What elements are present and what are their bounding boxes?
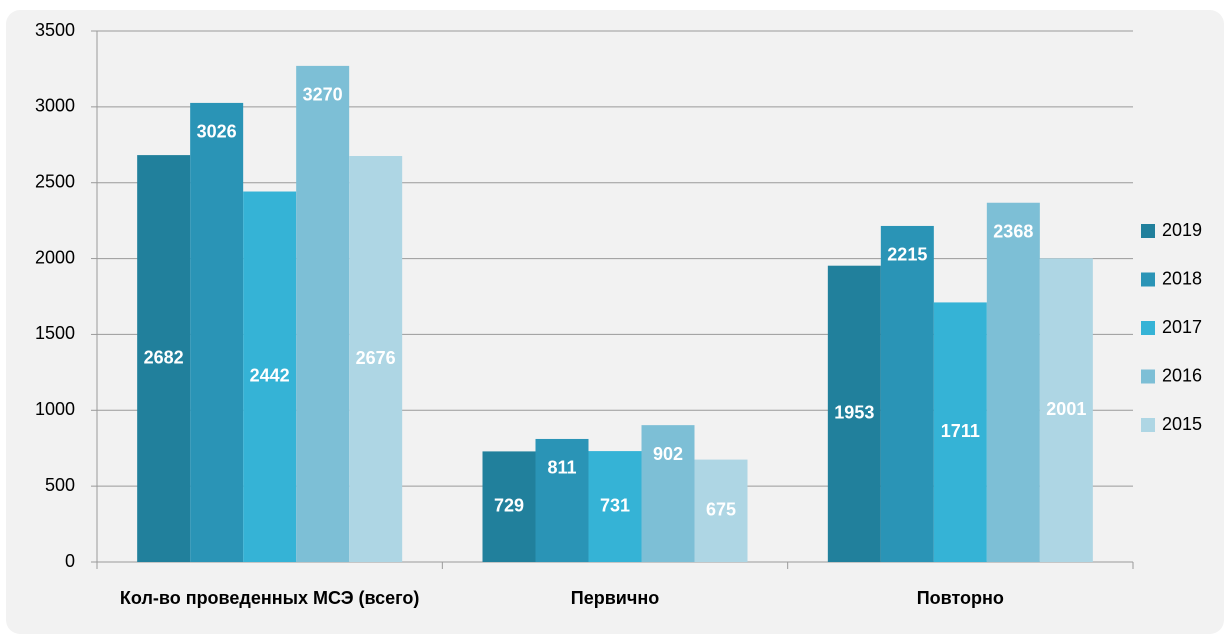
data-label: 902 [653, 444, 683, 464]
bar [986, 202, 1040, 562]
bar [1039, 258, 1093, 562]
x-tick-label: Первично [570, 588, 660, 608]
data-label: 2682 [144, 347, 184, 367]
legend-swatch [1141, 418, 1155, 432]
y-tick-label: 2500 [35, 171, 75, 191]
y-tick-label: 2000 [35, 247, 75, 267]
y-tick-label: 3000 [35, 96, 75, 116]
data-label: 2442 [250, 366, 290, 386]
data-label: 729 [494, 495, 524, 515]
legend-swatch [1141, 321, 1155, 335]
legend-label: 2017 [1162, 317, 1202, 337]
bar [190, 102, 244, 563]
data-label: 811 [547, 458, 576, 478]
bar [535, 438, 589, 562]
y-tick-label: 0 [65, 551, 75, 571]
data-label: 2676 [356, 348, 396, 368]
legend-label: 2019 [1162, 220, 1202, 240]
bar [827, 265, 881, 562]
x-tick-label: Повторно [916, 588, 1004, 608]
data-label: 2368 [993, 221, 1033, 241]
bar [880, 225, 934, 562]
y-tick-label: 1000 [35, 399, 75, 419]
legend-label: 2015 [1162, 414, 1202, 434]
bar [349, 156, 403, 562]
y-tick-label: 500 [45, 475, 75, 495]
data-label: 3270 [303, 85, 343, 105]
data-label: 2215 [887, 245, 927, 265]
data-label: 1953 [834, 403, 874, 423]
data-label: 675 [706, 500, 736, 520]
bar [482, 451, 536, 562]
data-label: 2001 [1046, 399, 1086, 419]
legend-label: 2016 [1162, 365, 1202, 385]
bar [243, 191, 297, 562]
data-label: 3026 [197, 122, 237, 142]
bar [933, 302, 987, 562]
y-tick-label: 1500 [35, 323, 75, 343]
x-tick-label: Кол-во проведенных МСЭ (всего) [119, 588, 420, 608]
bar [296, 65, 350, 562]
bar [694, 459, 748, 562]
legend-label: 2018 [1162, 268, 1202, 288]
data-label: 731 [600, 495, 630, 515]
legend-swatch [1141, 272, 1155, 287]
bar [641, 425, 695, 562]
y-tick-label: 3500 [35, 20, 75, 40]
legend-swatch [1141, 224, 1155, 238]
bar [588, 451, 642, 562]
bar [137, 155, 191, 562]
data-label: 1711 [941, 421, 980, 441]
legend-swatch [1141, 369, 1155, 384]
